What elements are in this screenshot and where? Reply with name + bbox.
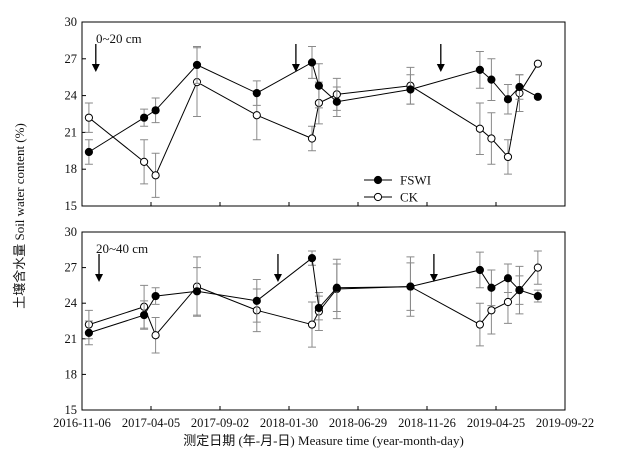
x-tick-label: 2018-01-30 — [260, 416, 318, 430]
y-tick-label: 15 — [65, 199, 78, 213]
series-fswi — [84, 250, 542, 346]
x-tick-label: 2017-09-02 — [191, 416, 249, 430]
data-point — [533, 263, 542, 272]
event-arrow — [429, 254, 438, 282]
arrow-head — [429, 274, 438, 282]
data-point — [84, 328, 94, 337]
data-point — [192, 287, 202, 296]
data-point — [307, 320, 317, 329]
data-point — [503, 152, 513, 162]
arrow-head — [273, 274, 282, 282]
data-point — [515, 82, 524, 92]
data-point — [252, 111, 261, 120]
y-tick-label: 21 — [65, 125, 78, 139]
data-point — [475, 65, 484, 74]
data-point — [332, 97, 341, 106]
data-point — [307, 134, 317, 143]
data-point — [140, 310, 149, 320]
event-arrow — [91, 44, 100, 72]
legend-marker — [373, 192, 383, 202]
data-point — [314, 81, 323, 90]
data-point — [252, 296, 261, 305]
arrow-head — [436, 64, 445, 72]
data-point — [151, 171, 160, 180]
data-point — [475, 124, 484, 133]
event-arrow — [436, 44, 445, 72]
x-tick-label: 2018-11-26 — [398, 416, 456, 430]
data-point — [503, 274, 513, 283]
series-fswi — [84, 46, 542, 165]
data-point — [406, 282, 415, 291]
data-point — [151, 331, 160, 340]
x-tick-label: 2016-11-06 — [53, 416, 111, 430]
y-tick-label: 21 — [65, 332, 78, 346]
y-tick-label: 24 — [65, 89, 78, 103]
event-arrow — [95, 254, 104, 282]
legend-marker — [373, 175, 383, 185]
data-point — [140, 157, 149, 166]
data-point — [533, 59, 542, 68]
series-line — [88, 61, 539, 153]
y-tick-label: 15 — [65, 403, 78, 417]
legend-label: FSWI — [400, 173, 431, 188]
plot-frame — [81, 231, 566, 411]
data-point — [84, 113, 94, 122]
data-point — [140, 113, 149, 122]
series-line — [88, 63, 539, 177]
legend-item-fswi: FSWI — [364, 173, 431, 188]
panel-2: 15 18 21 24 27 30 20~40 cm — [65, 225, 566, 417]
x-tick-label: 2019-04-25 — [467, 416, 525, 430]
data-point — [252, 89, 261, 98]
data-point — [406, 85, 415, 94]
data-point — [503, 95, 513, 104]
data-point — [332, 283, 341, 292]
data-point — [307, 254, 317, 263]
plot-frame — [81, 21, 566, 207]
x-tick-label: 2017-04-05 — [122, 416, 180, 430]
data-point — [515, 286, 524, 295]
x-tick-label: 2019-09-22 — [536, 416, 594, 430]
data-point — [84, 147, 94, 157]
y-tick-label: 18 — [65, 367, 78, 381]
panel-label: 0~20 cm — [96, 31, 142, 46]
y-tick-label: 18 — [65, 162, 78, 176]
arrow-head — [95, 274, 104, 282]
data-point — [307, 58, 317, 67]
data-point — [475, 320, 484, 329]
arrow-head — [91, 64, 100, 72]
data-point — [487, 283, 496, 292]
y-tick-label: 27 — [65, 261, 78, 275]
panel-label: 20~40 cm — [96, 241, 148, 256]
x-axis-title: 测定日期 (年-月-日) Measure time (year-month-da… — [183, 433, 464, 448]
y-tick-label: 30 — [65, 225, 78, 239]
data-point — [192, 60, 202, 70]
y-tick-label: 27 — [65, 52, 78, 66]
data-point — [487, 306, 496, 315]
x-tick-label: 2018-06-29 — [329, 416, 387, 430]
event-arrow — [291, 44, 300, 72]
data-point — [151, 106, 160, 115]
data-point — [487, 75, 496, 84]
data-point — [533, 291, 542, 301]
y-tick-label: 24 — [65, 296, 78, 310]
legend-item-ck: CK — [364, 190, 419, 205]
data-point — [151, 291, 160, 301]
legend-label: CK — [400, 190, 419, 205]
arrow-head — [291, 64, 300, 72]
event-arrow — [273, 254, 282, 282]
data-point — [314, 303, 323, 313]
y-axis-title: 土壤含水量 Soil water content (%) — [12, 123, 27, 309]
y-tick-label: 30 — [65, 15, 78, 29]
data-point — [487, 134, 496, 143]
data-point — [475, 265, 484, 275]
panel-1: 15 18 21 24 27 30 0~20 cm — [65, 15, 566, 213]
data-point — [503, 297, 513, 307]
data-point — [533, 92, 542, 101]
legend: FSWI CK — [364, 173, 431, 205]
